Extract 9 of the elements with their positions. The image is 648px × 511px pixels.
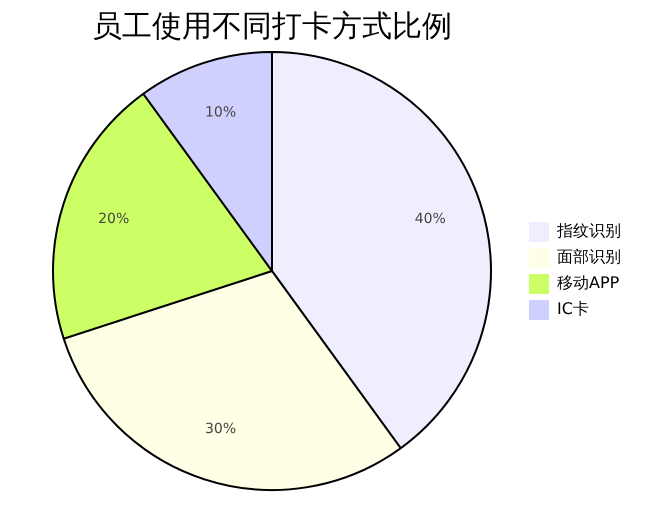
data-label: 30% — [205, 420, 236, 437]
data-label: 10% — [205, 104, 236, 120]
data-label: 40% — [414, 211, 446, 228]
legend-label: 面部识别 — [557, 247, 621, 266]
legend-label: 移动APP — [557, 273, 620, 292]
data-label: 20% — [98, 211, 130, 228]
legend-label: IC卡 — [557, 299, 589, 318]
chart-title: 员工使用不同打卡方式比例 — [92, 8, 452, 44]
legend-label: 指纹识别 — [556, 221, 621, 240]
